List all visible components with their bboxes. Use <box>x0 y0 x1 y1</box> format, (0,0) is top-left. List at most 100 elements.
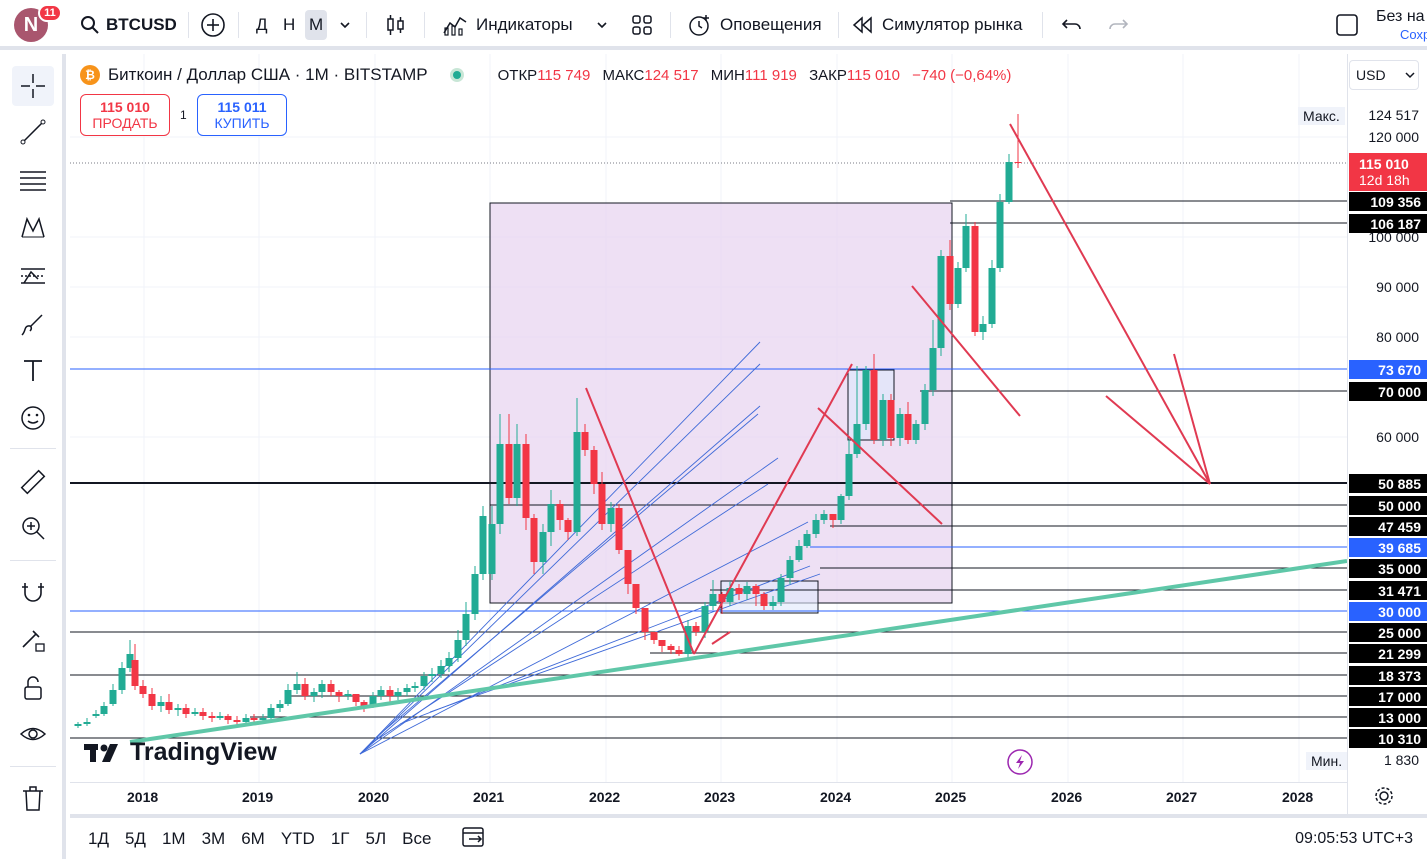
range-button[interactable]: 1Д <box>88 828 109 848</box>
red-line[interactable] <box>711 631 731 645</box>
replay-button[interactable]: Симулятор рынка <box>852 10 1022 40</box>
candle-body[interactable] <box>250 718 258 720</box>
candle-body[interactable] <box>411 686 419 688</box>
candle-body[interactable] <box>109 690 117 704</box>
zoom-tool[interactable] <box>12 508 54 548</box>
candle-body[interactable] <box>547 504 555 532</box>
candle-body[interactable] <box>996 202 1004 268</box>
candle-body[interactable] <box>199 712 207 716</box>
fan-line[interactable] <box>359 363 761 755</box>
range-button[interactable]: 5Л <box>365 828 387 848</box>
candle-body[interactable] <box>394 692 402 696</box>
candle-body[interactable] <box>276 704 284 708</box>
lock-tool[interactable] <box>12 668 54 708</box>
red-line[interactable] <box>911 285 1021 417</box>
candle-body[interactable] <box>820 514 828 520</box>
text-tool[interactable] <box>12 350 54 390</box>
candle-body[interactable] <box>862 370 870 424</box>
candle-body[interactable] <box>709 594 717 606</box>
candle-body[interactable] <box>667 646 675 650</box>
chart-type-button[interactable] <box>384 10 408 40</box>
range-button[interactable]: 1Г <box>330 828 350 848</box>
candle-body[interactable] <box>259 718 267 720</box>
candle-body[interactable] <box>641 608 649 632</box>
price-chart[interactable] <box>70 54 1347 782</box>
consolidation-box[interactable] <box>720 580 819 614</box>
candle-body[interactable] <box>131 660 139 686</box>
candle-body[interactable] <box>479 516 487 574</box>
crosshair-tool[interactable] <box>12 66 54 106</box>
indicators-button[interactable]: Индикаторы <box>442 10 573 40</box>
candle-body[interactable] <box>692 626 700 632</box>
range-button[interactable]: Все <box>402 828 432 848</box>
candle-body[interactable] <box>148 694 156 706</box>
timeframe-month[interactable]: М <box>305 10 328 40</box>
candle-body[interactable] <box>904 414 912 440</box>
measure-tool[interactable] <box>12 462 54 502</box>
candle-body[interactable] <box>845 454 853 496</box>
chart-pane[interactable] <box>70 54 1347 814</box>
symbol-search[interactable]: BTCUSD <box>80 10 177 40</box>
visibility-tool[interactable] <box>12 714 54 754</box>
candle-body[interactable] <box>979 324 987 332</box>
candle-body[interactable] <box>83 722 91 724</box>
candle-body[interactable] <box>352 694 360 702</box>
alerts-button[interactable]: Оповещения <box>686 10 822 40</box>
candle-body[interactable] <box>539 532 547 562</box>
price-axis[interactable]: 120 000 100 000 90 000 80 000 60 000 Макс. 1… <box>1298 54 1427 814</box>
candle-body[interactable] <box>1014 162 1022 163</box>
candle-body[interactable] <box>165 702 173 710</box>
forecast-tool[interactable] <box>12 256 54 296</box>
candle-body[interactable] <box>182 708 190 714</box>
candle-body[interactable] <box>369 696 377 706</box>
indicators-dropdown[interactable] <box>595 10 609 40</box>
candle-body[interactable] <box>530 518 538 562</box>
candle-body[interactable] <box>216 716 224 718</box>
red-line[interactable] <box>693 363 853 655</box>
candle-body[interactable] <box>208 716 216 718</box>
candle-body[interactable] <box>174 708 182 710</box>
candle-body[interactable] <box>437 666 445 674</box>
brush-tool[interactable] <box>12 304 54 344</box>
candle-body[interactable] <box>386 690 394 696</box>
candle-body[interactable] <box>522 444 530 518</box>
candle-body[interactable] <box>573 432 581 532</box>
candle-body[interactable] <box>191 712 199 714</box>
magnet-tool[interactable] <box>12 572 54 612</box>
candle-body[interactable] <box>488 524 496 574</box>
stay-drawing-tool[interactable] <box>12 620 54 660</box>
candle-body[interactable] <box>267 708 275 718</box>
sell-button[interactable]: 115 010 ПРОДАТЬ <box>80 94 170 136</box>
candle-body[interactable] <box>615 508 623 550</box>
candle-body[interactable] <box>912 424 920 440</box>
candle-body[interactable] <box>118 668 126 690</box>
timeframe-week[interactable]: Н <box>283 15 296 34</box>
range-button[interactable]: YTD <box>280 828 315 848</box>
candle-body[interactable] <box>462 614 470 640</box>
clock[interactable]: 09:05:53 UTC+3 <box>1295 829 1413 847</box>
layout-select-button[interactable] <box>1334 10 1360 40</box>
candle-body[interactable] <box>293 684 301 690</box>
candle-body[interactable] <box>760 594 768 606</box>
candle-body[interactable] <box>445 658 453 666</box>
layouts-button[interactable] <box>630 10 654 40</box>
axis-settings-button[interactable] <box>1372 784 1396 813</box>
goto-date-button[interactable] <box>461 824 487 853</box>
flash-icon[interactable] <box>1007 749 1033 775</box>
candle-body[interactable] <box>777 578 785 602</box>
candle-body[interactable] <box>318 684 326 692</box>
emoji-tool[interactable] <box>12 398 54 438</box>
candle-body[interactable] <box>242 718 250 722</box>
candle-body[interactable] <box>962 226 970 268</box>
candle-body[interactable] <box>139 686 147 694</box>
candle-body[interactable] <box>718 594 726 602</box>
remove-drawings-tool[interactable] <box>12 778 54 818</box>
candle-body[interactable] <box>284 690 292 704</box>
candle-body[interactable] <box>598 484 606 524</box>
candle-body[interactable] <box>157 702 165 706</box>
candle-body[interactable] <box>505 444 513 498</box>
pattern-tool[interactable] <box>12 208 54 248</box>
candle-body[interactable] <box>769 602 777 606</box>
candle-body[interactable] <box>786 560 794 578</box>
red-line[interactable] <box>585 387 695 655</box>
